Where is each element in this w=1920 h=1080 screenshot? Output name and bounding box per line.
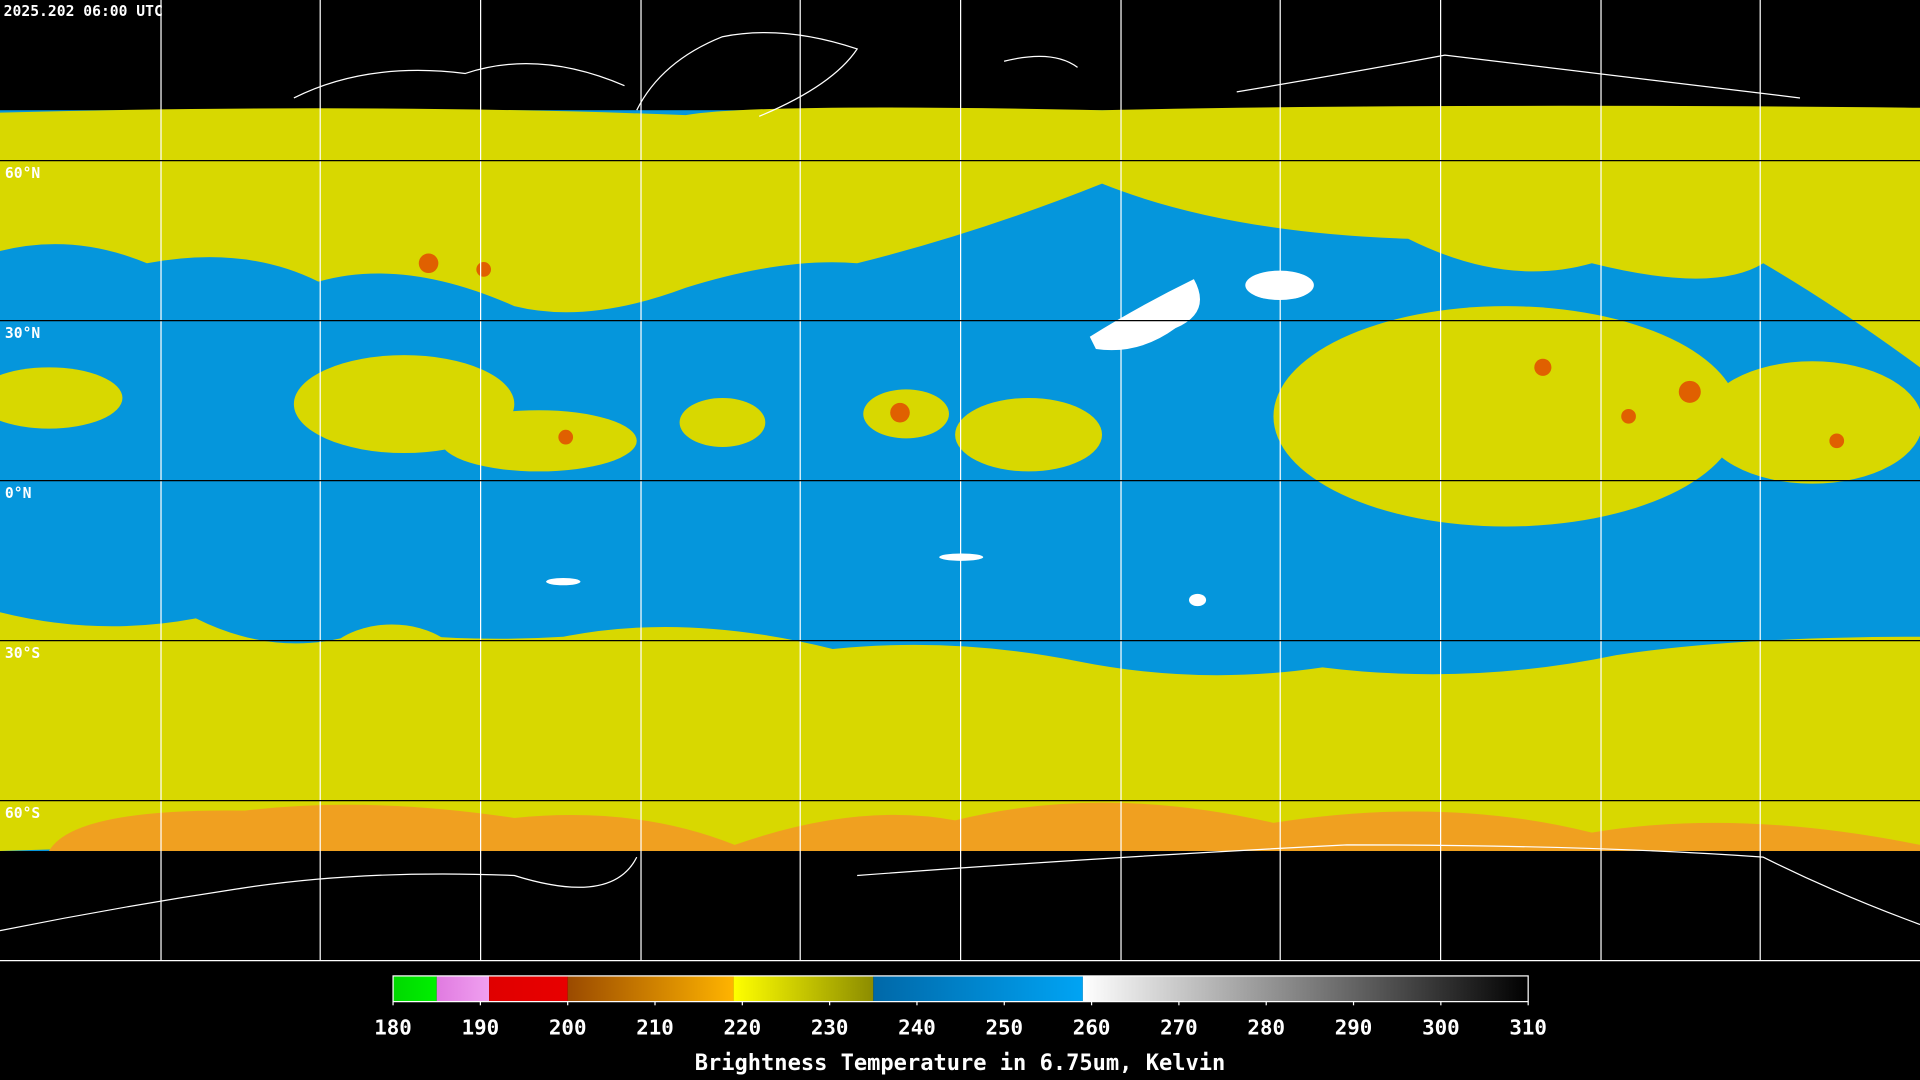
colorbar-tick-label: 300 xyxy=(1422,1016,1460,1040)
colorbar-tick-label: 180 xyxy=(374,1016,412,1040)
colorbar-tick-label: 190 xyxy=(462,1016,500,1040)
colorbar-tick-label: 250 xyxy=(985,1016,1023,1040)
latitude-label: 0°N xyxy=(5,485,32,502)
colorbar-tick-label: 310 xyxy=(1509,1016,1547,1040)
colorbar-tick-label: 200 xyxy=(549,1016,587,1040)
colorbar-segment xyxy=(733,975,874,1002)
colorbar-title: Brightness Temperature in 6.75um, Kelvin xyxy=(695,1051,1226,1076)
colorbar-segment xyxy=(1082,975,1529,1002)
colorbar-frame xyxy=(392,975,1529,1003)
latitude-label: 30°S xyxy=(5,645,40,662)
colorbar-segment xyxy=(489,975,568,1002)
colorbar-tick-label: 230 xyxy=(811,1016,849,1040)
deep-convection xyxy=(418,253,1845,449)
timestamp: 2025.202 06:00 UTC xyxy=(4,3,163,20)
colorbar-tick-label: 210 xyxy=(636,1016,674,1040)
latitude-label: 60°S xyxy=(5,805,40,822)
colorbar-tick-label: 290 xyxy=(1335,1016,1373,1040)
convection xyxy=(0,306,1920,747)
colorbar-tick-label: 260 xyxy=(1073,1016,1111,1040)
coastlines xyxy=(0,32,1920,932)
colorbar-tick-label: 240 xyxy=(898,1016,936,1040)
graticule: 60°N 30°N 0°N 30°S 60°S xyxy=(0,0,1920,962)
colorbar-tick-label: 220 xyxy=(724,1016,762,1040)
colorbar-tick-label: 270 xyxy=(1160,1016,1198,1040)
colorbar-tick-label: 280 xyxy=(1247,1016,1285,1040)
colorbar-segment xyxy=(567,975,734,1002)
colorbar: 180 190 200 210 220 230 240 250 260 270 280 290 300 3… xyxy=(374,975,1547,1040)
colorbar-segment xyxy=(873,975,1083,1002)
latitude-label: 30°N xyxy=(5,325,40,342)
colorbar-segment xyxy=(393,975,437,1002)
dry-patches xyxy=(546,270,1314,607)
colorbar-segment xyxy=(436,975,490,1002)
south-polar-dry xyxy=(48,802,1920,852)
latitude-label: 60°N xyxy=(5,165,40,182)
